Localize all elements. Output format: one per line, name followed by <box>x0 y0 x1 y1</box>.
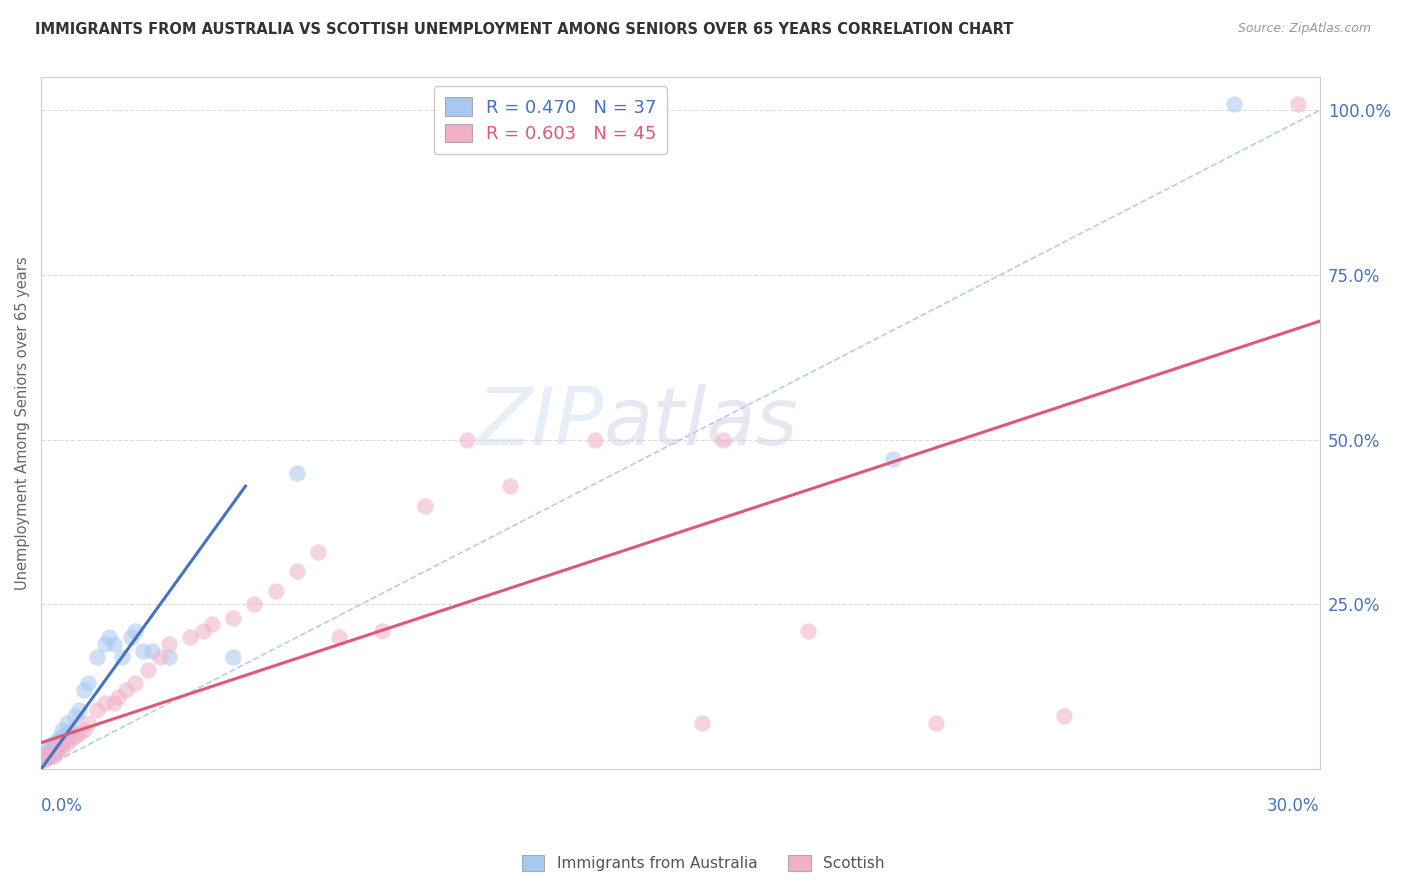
Point <box>34 752 56 766</box>
Point <box>63 729 86 743</box>
Text: IMMIGRANTS FROM AUSTRALIA VS SCOTTISH UNEMPLOYMENT AMONG SENIORS OVER 65 YEARS C: IMMIGRANTS FROM AUSTRALIA VS SCOTTISH UN… <box>35 22 1014 37</box>
Point <box>51 736 73 750</box>
Point <box>141 643 163 657</box>
Point <box>307 545 329 559</box>
Point <box>51 723 73 737</box>
Point <box>456 433 478 447</box>
Point <box>34 748 56 763</box>
Point <box>179 631 201 645</box>
Point <box>711 433 734 447</box>
Point <box>285 565 308 579</box>
Point <box>690 716 713 731</box>
Point <box>59 723 82 737</box>
Point <box>111 650 134 665</box>
Point <box>120 631 142 645</box>
Point <box>73 683 96 698</box>
Point <box>77 716 100 731</box>
Point <box>136 663 159 677</box>
Point <box>34 748 56 763</box>
Point <box>38 739 60 753</box>
Point <box>264 584 287 599</box>
Point <box>46 742 69 756</box>
Point <box>51 736 73 750</box>
Point <box>34 752 56 766</box>
Point <box>42 742 65 756</box>
Point <box>583 433 606 447</box>
Point <box>38 748 60 763</box>
Point <box>413 499 436 513</box>
Point <box>59 732 82 747</box>
Point <box>371 624 394 638</box>
Point <box>191 624 214 638</box>
Legend: R = 0.470   N = 37, R = 0.603   N = 45: R = 0.470 N = 37, R = 0.603 N = 45 <box>433 87 668 154</box>
Point <box>38 742 60 756</box>
Point <box>797 624 820 638</box>
Point <box>46 739 69 753</box>
Point <box>55 729 77 743</box>
Y-axis label: Unemployment Among Seniors over 65 years: Unemployment Among Seniors over 65 years <box>15 257 30 591</box>
Text: 30.0%: 30.0% <box>1267 797 1320 814</box>
Text: ZIP: ZIP <box>477 384 603 462</box>
Point <box>55 716 77 731</box>
Point <box>222 650 245 665</box>
Point <box>63 709 86 723</box>
Point <box>499 479 522 493</box>
Point <box>157 637 180 651</box>
Point <box>46 742 69 756</box>
Text: atlas: atlas <box>603 384 799 462</box>
Point <box>46 732 69 747</box>
Point <box>42 736 65 750</box>
Point <box>42 746 65 760</box>
Point <box>51 729 73 743</box>
Point <box>157 650 180 665</box>
Point <box>1286 96 1309 111</box>
Point <box>925 716 948 731</box>
Point <box>132 643 155 657</box>
Point <box>103 696 125 710</box>
Point <box>115 683 138 698</box>
Point <box>42 748 65 763</box>
Point <box>94 696 117 710</box>
Point <box>285 466 308 480</box>
Point <box>86 703 108 717</box>
Point <box>1223 96 1246 111</box>
Point <box>38 746 60 760</box>
Point <box>149 650 172 665</box>
Point <box>77 676 100 690</box>
Point <box>38 748 60 763</box>
Point <box>882 452 904 467</box>
Point <box>55 736 77 750</box>
Point <box>38 746 60 760</box>
Point <box>103 637 125 651</box>
Point <box>69 703 91 717</box>
Text: Source: ZipAtlas.com: Source: ZipAtlas.com <box>1237 22 1371 36</box>
Point <box>107 690 129 704</box>
Point <box>1053 709 1076 723</box>
Point <box>94 637 117 651</box>
Point <box>46 739 69 753</box>
Point <box>98 631 121 645</box>
Point <box>51 742 73 756</box>
Point <box>328 631 350 645</box>
Point <box>73 723 96 737</box>
Point <box>86 650 108 665</box>
Point <box>34 746 56 760</box>
Point <box>222 610 245 624</box>
Legend: Immigrants from Australia, Scottish: Immigrants from Australia, Scottish <box>516 849 890 877</box>
Point <box>69 726 91 740</box>
Point <box>124 676 146 690</box>
Text: 0.0%: 0.0% <box>41 797 83 814</box>
Point <box>42 746 65 760</box>
Point <box>124 624 146 638</box>
Point <box>243 598 266 612</box>
Point <box>200 617 222 632</box>
